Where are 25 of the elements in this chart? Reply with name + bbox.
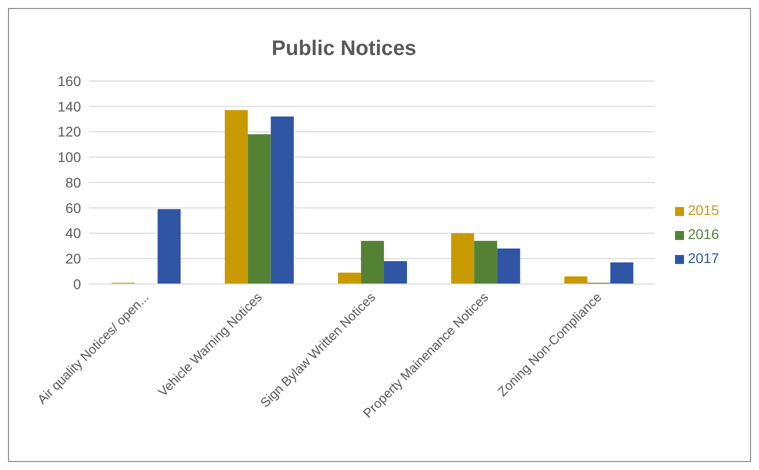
- y-tick-label: 40: [65, 225, 82, 242]
- y-tick-label: 140: [58, 98, 82, 114]
- bar: [270, 116, 294, 284]
- bar: [158, 209, 181, 284]
- bar: [451, 233, 474, 284]
- y-tick-label: 0: [73, 276, 82, 292]
- bar: [224, 110, 248, 284]
- y-tick-label: 60: [65, 200, 82, 216]
- y-tick-label: 160: [58, 72, 82, 89]
- chart-title: Public Notices: [270, 37, 418, 61]
- bar: [248, 134, 271, 284]
- y-tick-label: 100: [58, 149, 82, 166]
- legend-label: 2016: [688, 226, 719, 242]
- bar: [360, 240, 384, 284]
- legend-label: 2017: [688, 250, 719, 266]
- bar: [610, 262, 634, 284]
- y-tick-label: 20: [65, 250, 82, 267]
- bar: [564, 276, 588, 284]
- bar: [497, 248, 520, 284]
- bar: [474, 240, 498, 284]
- y-tick-label: 120: [58, 124, 82, 140]
- bar: [338, 272, 361, 284]
- legend-label: 2015: [688, 202, 719, 218]
- y-tick-label: 80: [65, 174, 82, 190]
- bar: [384, 261, 407, 284]
